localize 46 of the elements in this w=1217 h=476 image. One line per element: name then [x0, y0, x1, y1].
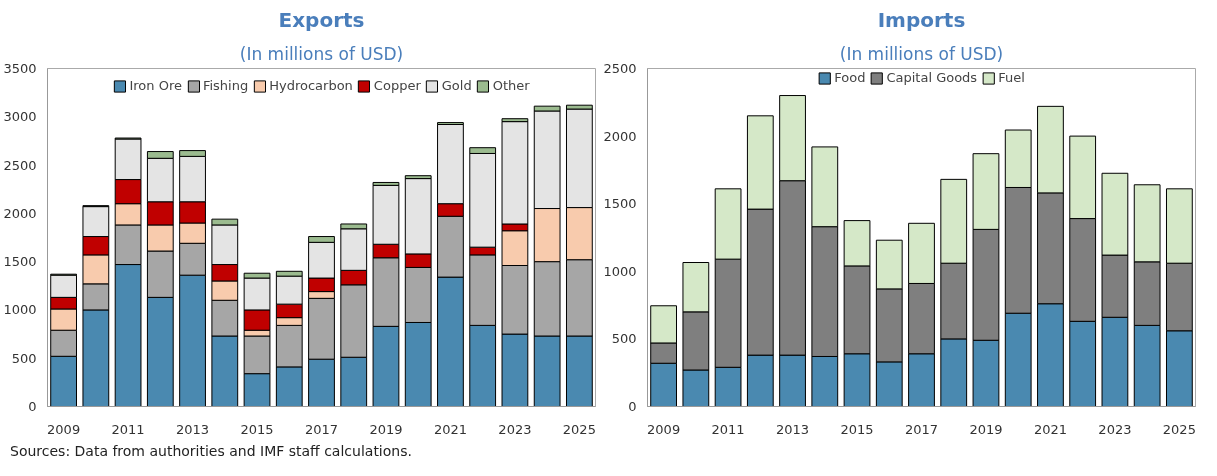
chart-subtitle: (In millions of USD) — [839, 43, 1004, 64]
legend-label: Gold — [441, 78, 472, 93]
x-tick-label: 2009 — [647, 421, 681, 437]
y-tick-label: 0 — [628, 399, 637, 414]
legend-label: Fishing — [202, 78, 249, 93]
x-tick-label: 2017 — [904, 421, 939, 437]
y-tick-label: 1500 — [603, 196, 637, 212]
x-tick-label: 2013 — [776, 421, 810, 437]
x-tick-label: 2023 — [498, 421, 532, 437]
y-tick-label: 500 — [611, 331, 637, 347]
y-tick-label: 2500 — [603, 61, 637, 76]
y-tick-label: 0 — [28, 399, 37, 414]
legend-label: Other — [492, 78, 530, 93]
x-tick-label: 2019 — [969, 421, 1003, 437]
y-tick-label: 1000 — [3, 302, 37, 318]
chart-title: Exports — [278, 7, 365, 32]
y-tick-label: 2500 — [3, 157, 37, 173]
x-tick-label: 2015 — [840, 421, 874, 437]
y-tick-label: 1000 — [603, 263, 637, 279]
x-tick-label: 2015 — [240, 421, 274, 437]
x-tick-label: 2021 — [433, 421, 467, 437]
x-tick-label: 2025 — [562, 421, 596, 437]
x-tick-label: 2017 — [304, 421, 339, 437]
chart-subtitle: (In millions of USD) — [239, 43, 404, 64]
x-tick-label: 2013 — [176, 421, 210, 437]
legend-label: Copper — [373, 78, 421, 93]
legend-label: Capital Goods — [886, 70, 978, 85]
x-tick-label: 2023 — [1098, 421, 1132, 437]
y-tick-label: 500 — [11, 350, 37, 366]
y-tick-label: 2000 — [603, 128, 637, 144]
y-tick-label: 3500 — [3, 61, 37, 76]
legend-label: Iron Ore — [129, 78, 182, 93]
x-tick-label: 2021 — [1033, 421, 1067, 437]
y-tick-label: 2000 — [3, 205, 37, 221]
x-tick-label: 2019 — [369, 421, 403, 437]
legend-label: Food — [834, 70, 866, 85]
x-tick-label: 2025 — [1162, 421, 1196, 437]
legend-label: Hydrocarbon — [269, 78, 353, 93]
legend-label: Fuel — [998, 70, 1025, 85]
x-tick-label: 2011 — [111, 421, 145, 437]
y-tick-label: 3000 — [3, 109, 37, 125]
x-tick-label: 2009 — [47, 421, 81, 437]
chart-title: Imports — [877, 7, 966, 32]
source-note: Sources: Data from authorities and IMF staff calculations. — [10, 442, 412, 461]
y-tick-label: 1500 — [3, 254, 37, 270]
x-tick-label: 2011 — [711, 421, 745, 437]
